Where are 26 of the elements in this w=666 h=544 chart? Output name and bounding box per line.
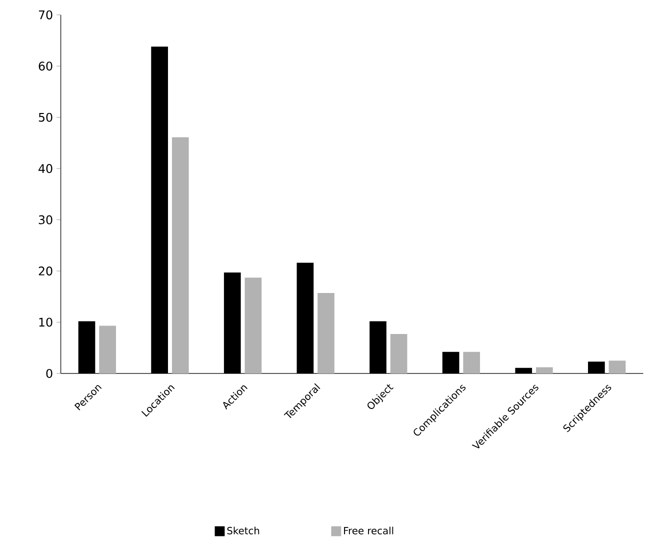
legend-label: Sketch — [227, 526, 260, 534]
y-tick-label: 20 — [38, 266, 52, 276]
bar — [536, 367, 553, 374]
bar — [224, 272, 241, 374]
bar — [515, 368, 532, 374]
bar — [608, 360, 626, 374]
legend-label: Free recall — [344, 526, 394, 534]
bar — [442, 352, 460, 374]
bar — [370, 321, 386, 374]
y-tick-label: 70 — [38, 10, 52, 20]
y-tick-label: 60 — [38, 62, 52, 71]
bar — [172, 137, 189, 374]
y-tick-label: 50 — [38, 112, 52, 122]
bar — [78, 321, 96, 374]
bar — [463, 352, 480, 374]
bar — [151, 46, 168, 374]
bar — [318, 293, 334, 374]
bar — [390, 334, 408, 374]
bar — [588, 362, 605, 374]
y-tick-label: 10 — [39, 318, 52, 327]
bar — [296, 262, 314, 374]
y-tick-label: 40 — [38, 164, 52, 174]
bar — [244, 278, 262, 374]
y-tick-label: 0 — [46, 369, 52, 378]
y-tick-label: 30 — [38, 215, 52, 224]
bar — [99, 326, 116, 374]
